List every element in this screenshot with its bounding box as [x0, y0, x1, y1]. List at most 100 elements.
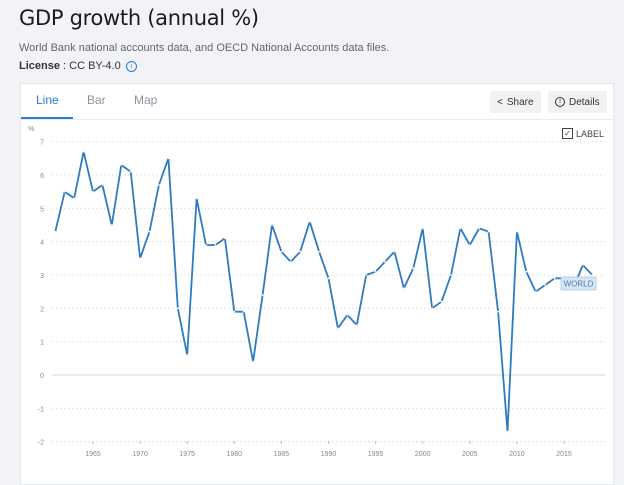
data-point [487, 230, 490, 233]
y-axis-label: % [28, 126, 34, 133]
license-label: License [19, 60, 60, 72]
data-point [450, 274, 452, 276]
x-tick-label: 2015 [556, 451, 572, 458]
license: License : CC BY-4.0 i [19, 60, 137, 72]
details-label: Details [569, 96, 600, 108]
y-tick-label: -1 [38, 406, 44, 413]
data-point [355, 324, 358, 326]
y-tick-label: 6 [40, 173, 44, 180]
label-toggle-text: LABEL [576, 128, 605, 139]
series-label-world: WORLD [564, 280, 594, 289]
data-point [374, 270, 377, 273]
data-point [365, 274, 368, 276]
data-point [148, 230, 151, 233]
x-tick-label: 1985 [274, 451, 290, 458]
data-point [289, 260, 292, 263]
x-tick-label: 1975 [179, 451, 195, 458]
data-point [308, 220, 311, 223]
data-point [468, 244, 471, 246]
data-point [421, 227, 424, 230]
y-tick-label: 1 [40, 340, 44, 347]
tab-map[interactable]: Map [134, 93, 158, 107]
data-point [384, 260, 386, 263]
tab-bar-chart[interactable]: Bar [87, 93, 106, 107]
source-text: World Bank national accounts data, and O… [19, 42, 390, 54]
license-value: : CC BY-4.0 [59, 60, 121, 72]
x-tick-label: 2000 [415, 451, 431, 458]
x-tick-label: 1965 [85, 451, 101, 458]
data-point [506, 430, 509, 433]
y-tick-label: 7 [40, 140, 44, 147]
data-point [591, 274, 594, 276]
checkbox-checked-icon[interactable]: ✓ [562, 128, 573, 139]
share-icon: < [497, 96, 503, 108]
data-point [299, 250, 302, 253]
data-point [139, 257, 142, 260]
data-point [176, 307, 179, 310]
data-point [63, 190, 66, 193]
data-point [337, 327, 339, 330]
x-tick-label: 1995 [368, 451, 384, 458]
x-tick-label: 1980 [227, 451, 243, 458]
data-point [544, 284, 547, 286]
x-tick-label: 1990 [321, 451, 337, 458]
data-point [459, 227, 462, 230]
data-point [242, 310, 245, 313]
x-tick-label: 2005 [462, 451, 478, 458]
data-point [581, 264, 584, 266]
page-title: GDP growth (annual %) [19, 6, 259, 30]
info-icon[interactable]: i [125, 60, 137, 72]
share-label: Share [506, 96, 534, 108]
data-point [412, 267, 415, 270]
tab-bar: Line Bar Map < Share i Details [21, 84, 613, 120]
data-point [195, 197, 198, 200]
series-label-box [560, 276, 597, 291]
data-point [346, 314, 349, 316]
x-tick-label: 1970 [132, 451, 148, 458]
data-point [261, 294, 264, 296]
data-point [214, 244, 217, 246]
data-point [478, 227, 481, 230]
data-point [327, 277, 330, 280]
details-button[interactable]: i Details [548, 91, 607, 113]
data-point [223, 237, 226, 240]
y-tick-label: 3 [40, 273, 44, 280]
active-tab-indicator [21, 117, 73, 119]
data-point [393, 250, 396, 253]
data-point [233, 310, 236, 313]
data-point [129, 170, 132, 173]
info-circle-icon: i [555, 97, 565, 107]
data-point [553, 277, 556, 280]
data-point [440, 300, 443, 303]
data-point [186, 354, 189, 356]
series-line-world [54, 150, 593, 433]
y-tick-label: 5 [40, 206, 44, 213]
data-point [167, 157, 170, 160]
data-point [318, 250, 320, 253]
data-point [534, 290, 537, 293]
data-point [73, 197, 76, 200]
data-point [82, 150, 85, 153]
x-tick-label: 2010 [509, 451, 525, 458]
y-tick-label: 4 [40, 240, 44, 247]
data-point [54, 230, 57, 233]
share-button[interactable]: < Share [490, 91, 541, 113]
y-tick-label: 2 [40, 306, 44, 313]
data-point [92, 190, 94, 193]
line-chart: % 7 6 5 4 3 2 1 0 -1 -2 1965 1970 1975 1980 1985 1990 199… [28, 126, 605, 458]
data-point [205, 244, 207, 246]
y-tick-label: 0 [40, 373, 44, 380]
data-point [516, 230, 518, 233]
tab-line[interactable]: Line [36, 93, 59, 107]
data-point [252, 360, 255, 363]
data-point [110, 224, 113, 226]
data-point [280, 250, 283, 253]
data-point [497, 310, 499, 313]
label-toggle[interactable]: ✓ LABEL [562, 128, 604, 139]
data-point [101, 184, 104, 186]
data-point [431, 307, 434, 310]
data-point [158, 184, 160, 186]
data-point [120, 164, 123, 166]
y-tick-label: -2 [38, 440, 44, 447]
data-point [402, 287, 405, 290]
